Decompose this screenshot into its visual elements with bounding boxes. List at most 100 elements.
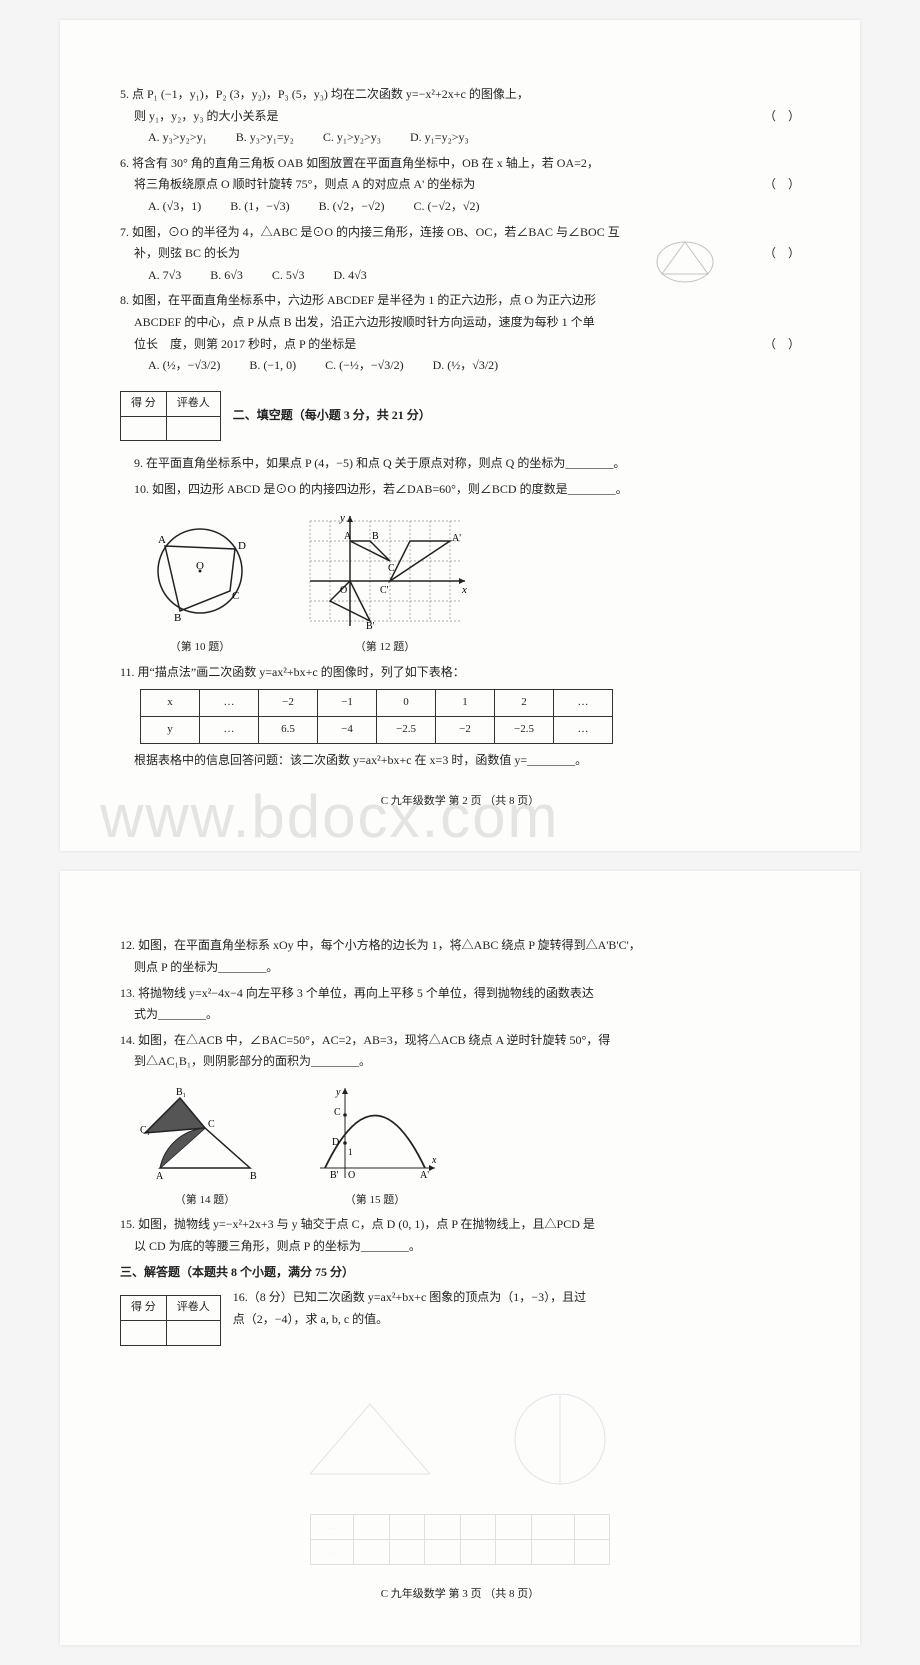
q11-tail: 根据表格中的信息回答问题：该二次函数 y=ax²+bx+c 在 x=3 时，函数… [134, 750, 800, 772]
q15-stem-b: 以 CD 为底的等腰三角形，则点 P 的坐标为________。 [134, 1236, 800, 1258]
page-3: 12. 如图，在平面直角坐标系 xOy 中，每个小方格的边长为 1，将△ABC … [60, 871, 860, 1644]
q14-stem-b: 到△AC₁B₁，则阴影部分的面积为________。 [134, 1051, 800, 1073]
svg-text:B': B' [366, 621, 375, 631]
q13: 13. 将抛物线 y=x²−4x−4 向左平移 3 个单位，再向上平移 5 个单… [120, 983, 800, 1026]
svg-text:y: y [335, 1087, 341, 1098]
sec2-score-h1: 得 分 [121, 391, 167, 416]
fig-row-10-12: A D C B O （第 10 题） [140, 511, 800, 658]
svg-text:D: D [332, 1137, 339, 1148]
fig12: x y A B A' C C' B' O （第 12 题） [300, 511, 470, 658]
q8-b: B. (−1, 0) [249, 355, 296, 377]
svg-text:A': A' [452, 533, 461, 544]
q6-b: B. (1，−√3) [230, 196, 289, 218]
bleed-table: … … … … [310, 1514, 610, 1565]
q5: 5. 点 P₁ (−1，y₁)，P₂ (3，y₂)，P₃ (5，y₃) 均在二次… [120, 84, 800, 149]
fig14-caption: （第 14 题） [140, 1191, 270, 1211]
sec3-score-h1: 得 分 [121, 1296, 167, 1321]
watermark: www.bdocx.com [100, 763, 559, 871]
svg-text:x: x [461, 584, 467, 596]
svg-text:A': A' [420, 1170, 429, 1181]
q16-row: 得 分 评卷人 16.（8 分）已知二次函数 y=ax²+bx+c 图象的顶点为… [120, 1287, 800, 1354]
sec2-title: 二、填空题（每小题 3 分，共 21 分） [233, 405, 431, 427]
svg-text:C: C [388, 563, 395, 574]
q6-c: B. (√2，−√2) [319, 196, 385, 218]
fig10-caption: （第 10 题） [140, 638, 260, 658]
q12-stem-a: 12. 如图，在平面直角坐标系 xOy 中，每个小方格的边长为 1，将△ABC … [120, 935, 800, 957]
q11-row-y: y … 6.5 −4 −2.5 −2 −2.5 … [141, 717, 613, 744]
q15-stem-a: 15. 如图，抛物线 y=−x²+2x+3 与 y 轴交于点 C，点 D (0,… [120, 1214, 800, 1236]
q6: 6. 将含有 30° 角的直角三角板 OAB 如图放置在平面直角坐标中，OB 在… [120, 153, 800, 218]
q5-paren: （ ） [764, 106, 800, 128]
svg-text:B: B [372, 531, 379, 542]
q8-c: C. (−½，−√3/2) [325, 355, 403, 377]
sec3-score-h2: 评卷人 [166, 1296, 220, 1321]
q12: 12. 如图，在平面直角坐标系 xOy 中，每个小方格的边长为 1，将△ABC … [120, 935, 800, 978]
q14: 14. 如图，在△ACB 中，∠BAC=50°，AC=2，AB=3，现将△ACB… [120, 1030, 800, 1073]
q8-a: A. (½，−√3/2) [148, 355, 220, 377]
q7-a: A. 7√3 [148, 265, 181, 287]
sec2-score-h2: 评卷人 [166, 391, 220, 416]
svg-text:A: A [156, 1171, 164, 1182]
q9: 9. 在平面直角坐标系中，如果点 P (4，−5) 和点 Q 关于原点对称，则点… [134, 453, 800, 475]
q6-paren: （ ） [764, 174, 800, 196]
svg-text:C: C [208, 1119, 215, 1130]
svg-text:C₁: C₁ [140, 1125, 150, 1136]
q6-a: A. (√3，1) [148, 196, 201, 218]
svg-text:1: 1 [348, 1147, 353, 1157]
q6-stem-a: 6. 将含有 30° 角的直角三角板 OAB 如图放置在平面直角坐标中，OB 在… [120, 153, 800, 175]
q5-stem-a: 5. 点 P₁ (−1，y₁)，P₂ (3，y₂)，P₃ (5，y₃) 均在二次… [120, 84, 800, 106]
svg-text:C: C [232, 590, 239, 602]
q8-paren: （ ） [764, 334, 800, 356]
svg-text:B₁: B₁ [176, 1087, 186, 1098]
q8-d: D. (½，√3/2) [433, 355, 499, 377]
q16-stem-b: 点（2，−4），求 a, b, c 的值。 [233, 1309, 586, 1331]
q14-stem-a: 14. 如图，在△ACB 中，∠BAC=50°，AC=2，AB=3，现将△ACB… [120, 1030, 800, 1052]
q13-stem-b: 式为________。 [134, 1004, 800, 1026]
svg-text:A: A [158, 534, 166, 546]
q10: 10. 如图，四边形 ABCD 是⊙O 的内接四边形，若∠DAB=60°，则∠B… [134, 479, 800, 501]
fig15-caption: （第 15 题） [310, 1191, 440, 1211]
q12-stem-b: 则点 P 的坐标为________。 [134, 957, 800, 979]
page-2: 5. 点 P₁ (−1，y₁)，P₂ (3，y₂)，P₃ (5，y₃) 均在二次… [60, 20, 860, 851]
svg-text:y: y [339, 512, 345, 524]
q16: 16.（8 分）已知二次函数 y=ax²+bx+c 图象的顶点为（1，−3），且… [233, 1287, 586, 1330]
q13-stem-a: 13. 将抛物线 y=x²−4x−4 向左平移 3 个单位，再向上平移 5 个单… [120, 983, 800, 1005]
fig12-caption: （第 12 题） [300, 638, 470, 658]
section2-header: 得 分 评卷人 二、填空题（每小题 3 分，共 21 分） [120, 383, 800, 450]
q7-stem-b: 补，则弦 BC 的长为 [134, 246, 240, 260]
q7: 7. 如图，⊙O 的半径为 4，△ABC 是⊙O 的内接三角形，连接 OB、OC… [120, 222, 800, 287]
q15: 15. 如图，抛物线 y=−x²+2x+3 与 y 轴交于点 C，点 D (0,… [120, 1214, 800, 1257]
svg-text:C': C' [380, 585, 389, 596]
q5-stem-b: 则 y₁，y₂，y₃ 的大小关系是 [134, 109, 279, 123]
score-box-sec2: 得 分 评卷人 [120, 391, 221, 442]
svg-text:A: A [344, 531, 352, 542]
svg-text:O: O [340, 585, 347, 596]
svg-text:x: x [431, 1155, 437, 1166]
q11-table: x … −2 −1 0 1 2 … y … 6.5 −4 −2.5 −2 −2.… [140, 689, 613, 744]
q5-d: D. y₁=y₂>y₃ [410, 127, 469, 149]
q11-row-x: x … −2 −1 0 1 2 … [141, 690, 613, 717]
q16-stem-a: 16.（8 分）已知二次函数 y=ax²+bx+c 图象的顶点为（1，−3），且… [233, 1287, 586, 1309]
fig15: C D 1 B' O A' x y （第 15 题） [310, 1083, 440, 1210]
q11-stem: 11. 用“描点法”画二次函数 y=ax²+bx+c 的图像时，列了如下表格： [120, 662, 800, 684]
q7-b: B. 6√3 [210, 265, 243, 287]
q5-c: C. y₁>y₂>y₃ [323, 127, 381, 149]
footer-page2: C 九年级数学 第 2 页 （共 8 页） [120, 792, 800, 812]
svg-text:D: D [238, 540, 246, 552]
q7-figure [650, 234, 720, 284]
score-box-sec3: 得 分 评卷人 [120, 1295, 221, 1346]
q8-stem-a: 8. 如图，在平面直角坐标系中，六边形 ABCDEF 是半径为 1 的正六边形，… [120, 290, 800, 312]
q8: 8. 如图，在平面直角坐标系中，六边形 ABCDEF 是半径为 1 的正六边形，… [120, 290, 800, 376]
q11: 11. 用“描点法”画二次函数 y=ax²+bx+c 的图像时，列了如下表格： … [120, 662, 800, 772]
bleed-through: … … … … [120, 1384, 800, 1565]
fig14: A B C₁ B₁ C （第 14 题） [140, 1083, 270, 1210]
sec3-title: 三、解答题（本题共 8 个小题，满分 75 分） [120, 1262, 800, 1284]
q7-c: C. 5√3 [272, 265, 305, 287]
q5-b: B. y₃>y₁=y₂ [236, 127, 294, 149]
svg-text:O: O [348, 1170, 355, 1181]
svg-text:B: B [174, 612, 181, 624]
q6-d: C. (−√2，√2) [414, 196, 480, 218]
q5-a: A. y₃>y₂>y₁ [148, 127, 207, 149]
q8-stem-b: ABCDEF 的中心，点 P 从点 B 出发，沿正六边形按顺时针方向运动，速度为… [134, 312, 800, 334]
q8-stem-c: 位长 度，则第 2017 秒时，点 P 的坐标是 [134, 337, 356, 351]
